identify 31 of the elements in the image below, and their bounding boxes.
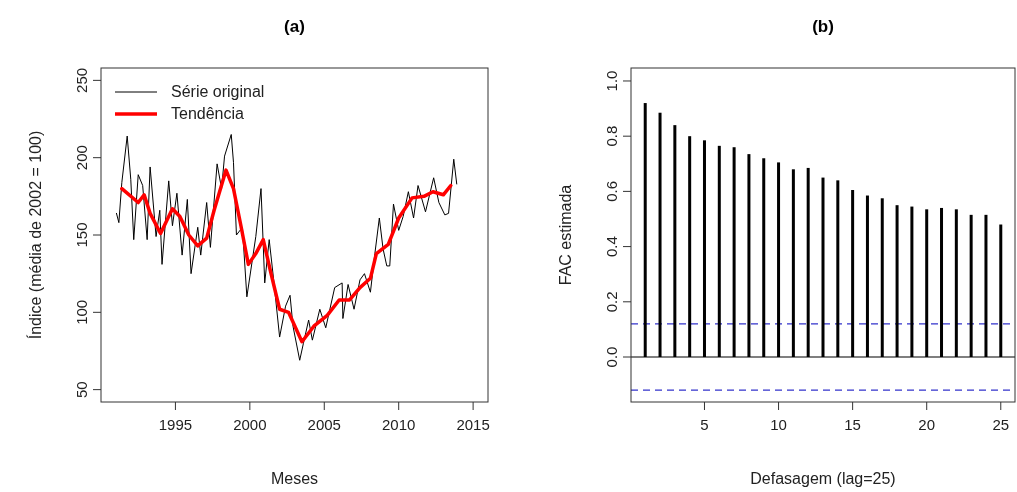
x-tick-label: 5 — [700, 416, 709, 433]
y-tick-label: 0.0 — [603, 346, 620, 368]
x-tick-label: 2005 — [307, 416, 341, 433]
line-series — [115, 133, 458, 361]
y-tick-label: 100 — [73, 299, 90, 325]
y-tick-label: 1.0 — [603, 70, 620, 92]
y-tick-label: 250 — [73, 67, 90, 93]
y-tick-label: 0.6 — [603, 180, 620, 202]
x-tick-label: 20 — [918, 416, 936, 433]
chart-title: (a) — [284, 17, 305, 36]
y-tick-label: 0.2 — [603, 291, 620, 313]
line-series — [120, 168, 453, 344]
chart-title: (b) — [812, 17, 834, 36]
y-tick-label: 150 — [73, 222, 90, 248]
x-tick-label: 2010 — [382, 416, 416, 433]
x-tick-label: 25 — [992, 416, 1010, 433]
y-tick-label: 50 — [73, 381, 90, 398]
legend-label: Série original — [171, 83, 265, 100]
y-tick-label: 200 — [73, 145, 90, 171]
x-tick-label: 2000 — [233, 416, 267, 433]
x-tick-label: 1995 — [158, 416, 193, 433]
y-tick-label: 0.4 — [603, 236, 620, 258]
y-axis-title: Índice (média de 2002 = 100) — [26, 130, 44, 340]
y-tick-label: 0.8 — [603, 125, 620, 147]
y-axis-title: FAC estimada — [557, 184, 574, 286]
x-axis-title: Defasagem (lag=25) — [750, 470, 896, 487]
x-tick-label: 10 — [770, 416, 787, 433]
x-tick-label: 2015 — [456, 416, 490, 433]
x-axis-title: Meses — [270, 470, 319, 487]
x-tick-label: 15 — [844, 416, 861, 433]
legend-label: Tendência — [171, 105, 245, 122]
